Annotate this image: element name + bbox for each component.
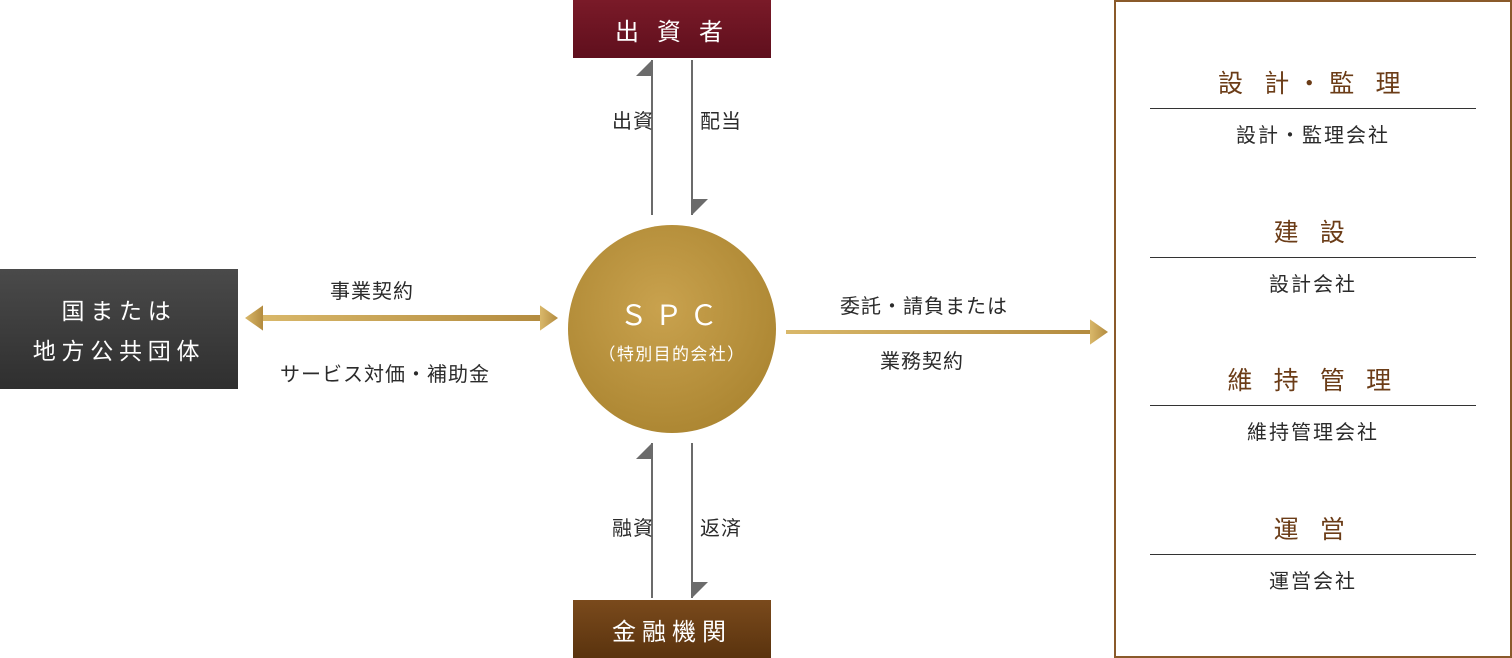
partners-panel: 設 計・監 理設計・監理会社建 設設計会社維 持 管 理維持管理会社運 営運営会…	[1114, 0, 1512, 658]
partner-title: 設 計・監 理	[1150, 64, 1476, 109]
partner-item: 建 設設計会社	[1150, 213, 1476, 297]
edge-label-dividend: 配当	[700, 105, 742, 134]
spc-subtitle: （特別目的会社）	[599, 340, 746, 365]
edge-label-subsidy: サービス対価・補助金	[280, 358, 490, 387]
partner-title: 運 営	[1150, 510, 1476, 555]
edge-label-contract: 事業契約	[330, 275, 414, 304]
edge-label-bizcontract: 業務契約	[880, 345, 964, 374]
edge-label-finance: 融資	[612, 512, 654, 541]
node-financial: 金融機関	[573, 600, 771, 658]
spc-title: ＳＰＣ	[619, 294, 724, 334]
partner-title: 維 持 管 理	[1150, 361, 1476, 406]
partner-item: 設 計・監 理設計・監理会社	[1150, 64, 1476, 148]
node-investor: 出 資 者	[573, 0, 771, 58]
node-financial-label: 金融機関	[612, 612, 732, 647]
partner-sub: 設計・監理会社	[1150, 119, 1476, 148]
node-spc: ＳＰＣ （特別目的会社）	[568, 225, 776, 433]
edge-label-repay: 返済	[700, 512, 742, 541]
partner-item: 運 営運営会社	[1150, 510, 1476, 594]
partner-sub: 運営会社	[1150, 565, 1476, 594]
partner-title: 建 設	[1150, 213, 1476, 258]
node-government: 国または 地方公共団体	[0, 269, 238, 389]
partner-item: 維 持 管 理維持管理会社	[1150, 361, 1476, 445]
diagram-stage: ＳＰＣ （特別目的会社） 出 資 者 金融機関 国または 地方公共団体 設 計・…	[0, 0, 1512, 658]
edge-label-invest: 出資	[612, 105, 654, 134]
node-investor-label: 出 資 者	[615, 12, 729, 47]
edge-label-outsource: 委託・請負または	[840, 290, 1008, 319]
partner-sub: 維持管理会社	[1150, 416, 1476, 445]
node-government-line1: 国または	[62, 292, 177, 326]
partner-sub: 設計会社	[1150, 268, 1476, 297]
node-government-line2: 地方公共団体	[33, 332, 206, 366]
